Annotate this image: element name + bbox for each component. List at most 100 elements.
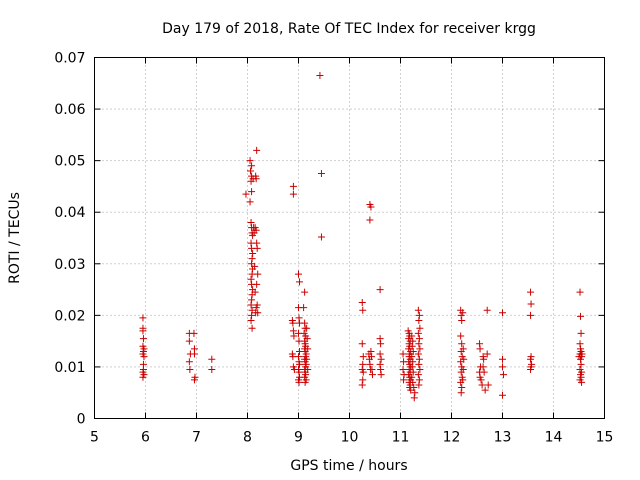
data-point [415,335,423,343]
data-point [248,324,256,332]
data-point [301,288,309,296]
data-point [248,306,256,314]
x-axis-label: GPS time / hours [290,458,407,474]
data-point [242,190,250,198]
x-tick-label: 7 [192,430,201,446]
y-axis-label: ROTI / TECUs [7,192,23,284]
x-tick-label: 11 [392,430,410,446]
data-point [577,312,585,320]
x-tick-label: 9 [294,430,303,446]
data-point [457,389,465,397]
data-point [408,363,416,371]
y-tick-label: 0.06 [54,102,85,118]
data-point [296,278,304,286]
data-point [414,329,422,337]
data-point [248,296,256,304]
axis-ticks [94,57,605,419]
data-point [300,304,308,312]
data-point [416,324,424,332]
data-point [527,300,535,308]
data-point [295,270,302,278]
x-tick-labels: 5 6 7 8 9 10 11 12 13 14 15 [90,430,613,446]
data-point [476,345,484,353]
data-point [481,386,489,394]
data-point [483,350,491,358]
data-point [186,366,194,374]
data-point [301,378,309,386]
data-point [409,347,417,355]
data-point [303,355,311,363]
data-point [499,355,506,363]
data-point [247,317,255,325]
data-point [247,167,255,175]
data-point [578,350,586,358]
data-point [459,376,467,384]
data-point [415,376,423,384]
data-point [289,190,297,198]
data-point [411,389,419,397]
data-point [408,353,416,361]
data-point [253,239,261,247]
data-point [409,368,417,376]
data-point [252,175,260,183]
data-point [251,262,259,270]
data-point [499,391,506,399]
data-point [377,340,385,348]
data-point [303,324,311,332]
data-point [247,275,255,283]
data-point [414,306,422,314]
data-point [476,340,484,348]
data-point [252,226,260,234]
y-tick-label: 0.02 [54,308,85,324]
data-point [289,319,297,327]
x-tick-label: 13 [494,430,512,446]
data-point [477,376,485,384]
data-point [576,288,584,296]
data-point [479,363,487,371]
data-point [415,360,423,368]
data-point [317,170,325,178]
x-tick-label: 12 [443,430,461,446]
x-tick-label: 10 [341,430,359,446]
data-point [252,304,260,312]
data-point [578,378,586,386]
data-point [499,309,506,317]
data-point [408,373,416,381]
data-point [301,319,309,327]
data-point [415,311,423,319]
data-point [366,216,374,224]
data-point [483,306,491,314]
data-point [368,366,376,374]
data-point [185,358,193,366]
y-tick-labels: 0 0.01 0.02 0.03 0.04 0.05 0.06 0.07 [54,51,85,428]
data-point [247,301,255,309]
data-point [409,378,417,386]
data-point [377,355,385,363]
data-point [140,371,148,379]
data-point [251,288,259,296]
data-point [500,371,508,379]
data-point [248,311,256,319]
data-point [139,314,147,322]
data-point [359,360,367,368]
data-point [376,360,384,368]
data-point [377,371,385,379]
data-point [410,394,418,402]
data-point [190,350,198,358]
x-tick-label: 6 [141,430,150,446]
data-point [358,340,366,348]
data-point [359,368,367,376]
data-point [304,345,312,353]
data-point [414,371,422,379]
y-tick-label: 0.05 [54,154,85,170]
data-point [399,366,407,374]
data-point [368,371,376,379]
y-tick-label: 0.03 [54,257,85,273]
data-point [399,350,407,358]
data-points [139,72,586,402]
data-point [577,329,585,337]
data-point [416,366,424,374]
data-point [416,345,424,353]
data-point [367,203,375,211]
data-point [458,340,466,348]
